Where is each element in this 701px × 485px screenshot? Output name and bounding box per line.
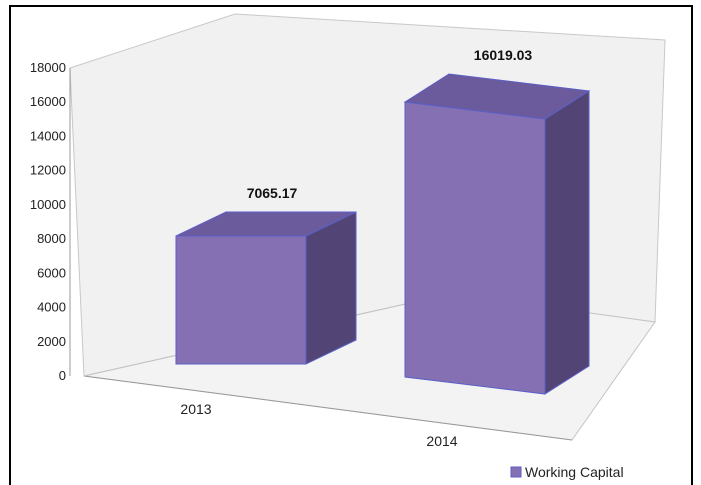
x-axis-line [83,375,573,441]
y-tick-label: 6000 [37,265,66,280]
bar-2014 [403,73,591,395]
x-category-label-2013: 2013 [180,401,211,417]
y-tick-label: 8000 [37,231,66,246]
legend: Working Capital [510,464,624,480]
y-tick-label: 2000 [37,334,66,349]
data-label-2014: 16019.03 [474,47,533,63]
y-tick-label: 10000 [30,197,66,212]
bar-top-face [403,73,591,120]
bar-2013 [175,211,357,365]
bar-side-face [544,90,590,395]
y-tick-label: 14000 [30,128,66,143]
legend-swatch-working-capital [510,466,522,478]
y-tick-label: 16000 [30,94,66,109]
y-tick-label: 12000 [30,163,66,178]
category-labels: 2013 2014 [180,401,457,449]
data-label-2013: 7065.17 [247,185,298,201]
x-category-label-2014: 2014 [426,433,457,449]
y-tick-label: 18000 [30,60,66,75]
y-tick-label: 4000 [37,300,66,315]
y-axis-ticks: 0 2000 4000 6000 8000 10000 12000 14000 16000 180… [30,60,66,383]
y-tick-label: 0 [59,368,66,383]
legend-label-working-capital: Working Capital [525,464,624,480]
bar-top-face [175,211,357,237]
bar-side-face [305,211,357,365]
data-labels: 7065.17 16019.03 [247,47,533,201]
bar-front-face [404,101,546,395]
bar-front-face [175,235,307,365]
bars [175,73,591,395]
